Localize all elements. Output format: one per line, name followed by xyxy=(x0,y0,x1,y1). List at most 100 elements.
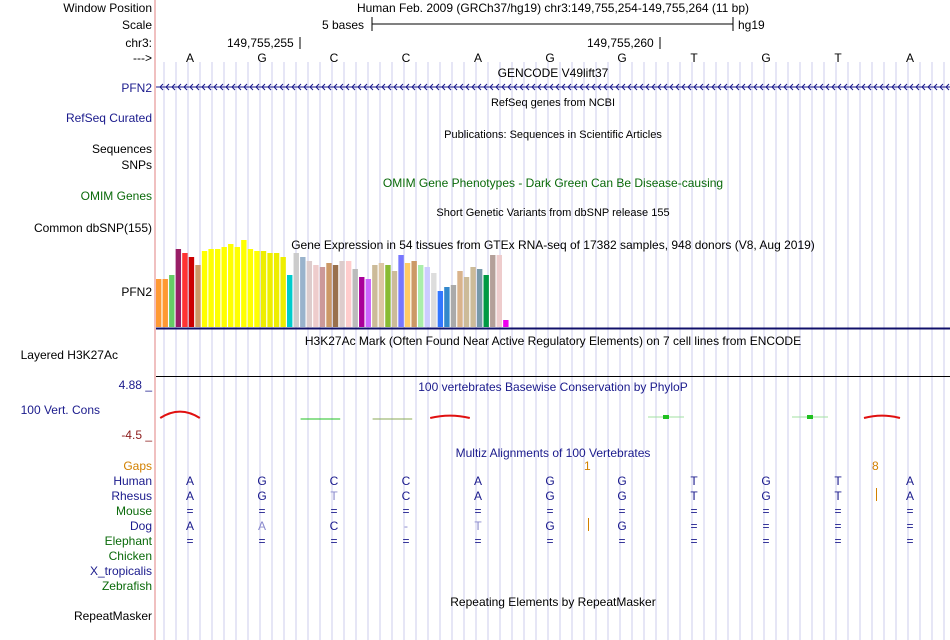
species-chicken-label[interactable]: Chicken xyxy=(108,549,152,563)
strand-chevron xyxy=(927,83,932,91)
gtex-tissue-bar xyxy=(476,269,483,327)
strand-chevron xyxy=(399,83,404,91)
alignment-base: T xyxy=(834,474,842,488)
window-position-label: Window Position xyxy=(63,1,152,15)
coordinate-tick-2: 149,755,260 xyxy=(587,36,654,50)
gtex-tissue-bar xyxy=(254,251,260,327)
strand-chevron xyxy=(753,83,758,91)
strand-chevron xyxy=(189,83,194,91)
strand-chevron xyxy=(567,83,572,91)
species-xtropicalis-label[interactable]: X_tropicalis xyxy=(89,564,152,578)
strand-chevron xyxy=(627,83,632,91)
species-zebrafish-label[interactable]: Zebrafish xyxy=(101,579,152,593)
strand-chevron xyxy=(219,83,224,91)
alignment-base: = xyxy=(402,504,410,518)
gtex-tissue-bar xyxy=(450,285,457,327)
species-dog-label[interactable]: Dog xyxy=(129,519,152,533)
sequences-label[interactable]: Sequences xyxy=(91,142,152,156)
vert-cons-label[interactable]: 100 Vert. Cons xyxy=(20,403,100,417)
species-human-label[interactable]: Human xyxy=(113,474,152,488)
alignment-base: G xyxy=(545,474,555,488)
gtex-tissue-bar xyxy=(332,265,339,327)
strand-chevron xyxy=(213,83,218,91)
strand-chevron xyxy=(501,83,506,91)
strand-chevron xyxy=(351,83,356,91)
assembly-label: hg19 xyxy=(738,18,765,32)
alignment-base: G xyxy=(617,489,627,503)
strand-chevron xyxy=(393,83,398,91)
alignment-base: G xyxy=(545,519,555,533)
gtex-tissue-bar xyxy=(359,277,365,327)
refseq-track-title: RefSeq genes from NCBI xyxy=(490,97,616,109)
gtex-tissue-bar xyxy=(188,257,195,327)
dbsnp-track-title: Short Genetic Variants from dbSNP releas… xyxy=(436,207,670,219)
strand-chevron xyxy=(345,83,350,91)
strand-chevron xyxy=(765,83,770,91)
snps-label[interactable]: SNPs xyxy=(121,158,152,172)
strand-chevron xyxy=(831,83,836,91)
position-title: Human Feb. 2009 (GRCh37/hg19) chr3:149,7… xyxy=(356,1,750,15)
strand-chevron xyxy=(735,83,740,91)
species-mouse-label[interactable]: Mouse xyxy=(115,504,152,518)
phylop-track-title: 100 vertebrates Basewise Conservation by… xyxy=(418,380,688,394)
phylop-score-mark xyxy=(159,410,201,419)
strand-chevron xyxy=(483,83,488,91)
refseq-curated-label[interactable]: RefSeq Curated xyxy=(65,111,152,125)
ruler-base: A xyxy=(473,51,482,65)
strand-chevron xyxy=(837,83,842,91)
scale-text: 5 bases xyxy=(322,18,365,32)
gtex-tissue-bar xyxy=(483,275,489,327)
strand-chevron xyxy=(879,83,884,91)
strand-chevron xyxy=(705,83,710,91)
species-elephant-label[interactable]: Elephant xyxy=(104,534,152,548)
strand-chevron xyxy=(339,83,344,91)
gtex-tissue-bar xyxy=(287,275,293,327)
strand-chevron xyxy=(579,83,584,91)
gtex-tissue-bar xyxy=(260,251,267,327)
species-rhesus-label[interactable]: Rhesus xyxy=(111,489,152,503)
omim-genes-label[interactable]: OMIM Genes xyxy=(80,189,152,203)
repeatmasker-label[interactable]: RepeatMasker xyxy=(73,609,152,623)
gtex-tissue-bar xyxy=(267,253,273,327)
strand-chevron xyxy=(435,83,440,91)
strand-chevron xyxy=(909,83,914,91)
alignment-base: G xyxy=(617,474,627,488)
strand-chevron xyxy=(687,83,692,91)
strand-chevron xyxy=(171,83,176,91)
alignment-base: = xyxy=(834,504,842,518)
alignment-base: = xyxy=(258,534,266,548)
strand-chevron xyxy=(465,83,470,91)
alignment-base: A xyxy=(473,474,482,488)
strand-chevron xyxy=(495,83,500,91)
ruler-base: G xyxy=(617,51,627,65)
strand-chevron xyxy=(369,83,374,91)
alignment-base: = xyxy=(690,519,698,533)
gtex-tissue-bar xyxy=(156,279,162,327)
strand-chevron xyxy=(867,83,872,91)
strand-chevron xyxy=(297,83,302,91)
layered-h3k27ac-label[interactable]: Layered H3K27Ac xyxy=(20,348,118,362)
strand-chevron xyxy=(285,83,290,91)
strand-chevron xyxy=(795,83,800,91)
ruler-base: G xyxy=(545,51,555,65)
alignment-base: = xyxy=(762,504,770,518)
common-dbsnp-label[interactable]: Common dbSNP(155) xyxy=(33,221,152,235)
phylop-score-mark xyxy=(429,414,471,419)
strand-chevron xyxy=(843,83,848,91)
strand-chevron xyxy=(279,83,284,91)
gtex-track-title: Gene Expression in 54 tissues from GTEx … xyxy=(291,238,815,252)
alignment-base: = xyxy=(690,504,698,518)
gtex-gene-label[interactable]: PFN2 xyxy=(121,285,152,299)
gencode-gene-label[interactable]: PFN2 xyxy=(121,81,152,95)
strand-chevron xyxy=(255,83,260,91)
alignment-base: G xyxy=(257,474,267,488)
gtex-tissue-bar xyxy=(378,263,385,327)
strand-chevron xyxy=(573,83,578,91)
gtex-tissue-bar xyxy=(411,261,417,327)
gtex-tissue-bar xyxy=(175,249,182,327)
alignment-base: = xyxy=(906,519,914,533)
strand-chevron xyxy=(477,83,482,91)
strand-chevron xyxy=(759,83,764,91)
strand-chevron xyxy=(159,83,164,91)
alignment-base: = xyxy=(762,534,770,548)
